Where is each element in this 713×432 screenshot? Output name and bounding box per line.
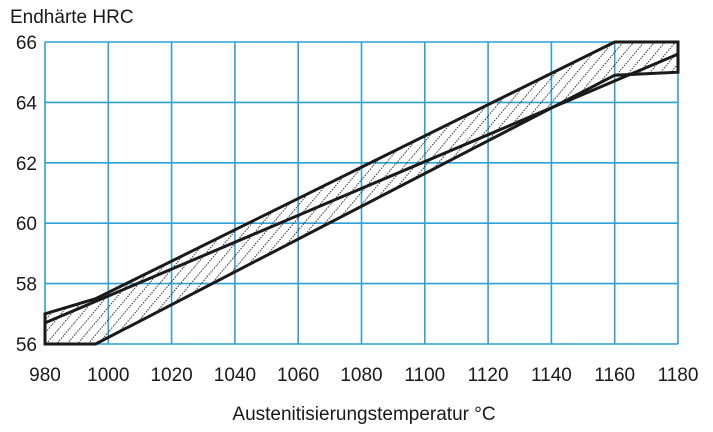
x-tick-label: 1020 bbox=[150, 365, 192, 386]
x-tick-label: 1120 bbox=[468, 365, 509, 386]
y-tick-label: 62 bbox=[16, 154, 37, 175]
y-axis-label: Endhärte HRC bbox=[10, 7, 134, 28]
y-tick-label: 58 bbox=[16, 275, 37, 296]
band-center-line bbox=[44, 52, 679, 325]
x-tick-labels: 980 1000 1020 1040 1060 1080 1100 1120 1140 1160 1… bbox=[29, 365, 698, 386]
x-tick-label: 1100 bbox=[404, 365, 445, 386]
x-tick-label: 1180 bbox=[658, 365, 699, 386]
x-tick-label: 1040 bbox=[214, 365, 256, 386]
y-tick-label: 60 bbox=[16, 214, 37, 235]
y-tick-label: 66 bbox=[16, 33, 37, 54]
x-tick-label: 1140 bbox=[531, 365, 572, 386]
x-tick-label: 980 bbox=[29, 365, 61, 386]
tolerance-band bbox=[43, 40, 680, 346]
x-axis-label: Austenitisierungstemperatur °C bbox=[232, 404, 495, 425]
x-tick-label: 1000 bbox=[87, 365, 129, 386]
x-tick-label: 1080 bbox=[340, 365, 382, 386]
y-tick-labels: 56 58 60 62 64 66 bbox=[16, 33, 38, 356]
x-tick-label: 1160 bbox=[594, 365, 635, 386]
y-tick-label: 56 bbox=[16, 335, 37, 356]
band-area bbox=[43, 40, 680, 346]
x-tick-label: 1060 bbox=[277, 365, 319, 386]
y-tick-label: 64 bbox=[16, 93, 38, 114]
